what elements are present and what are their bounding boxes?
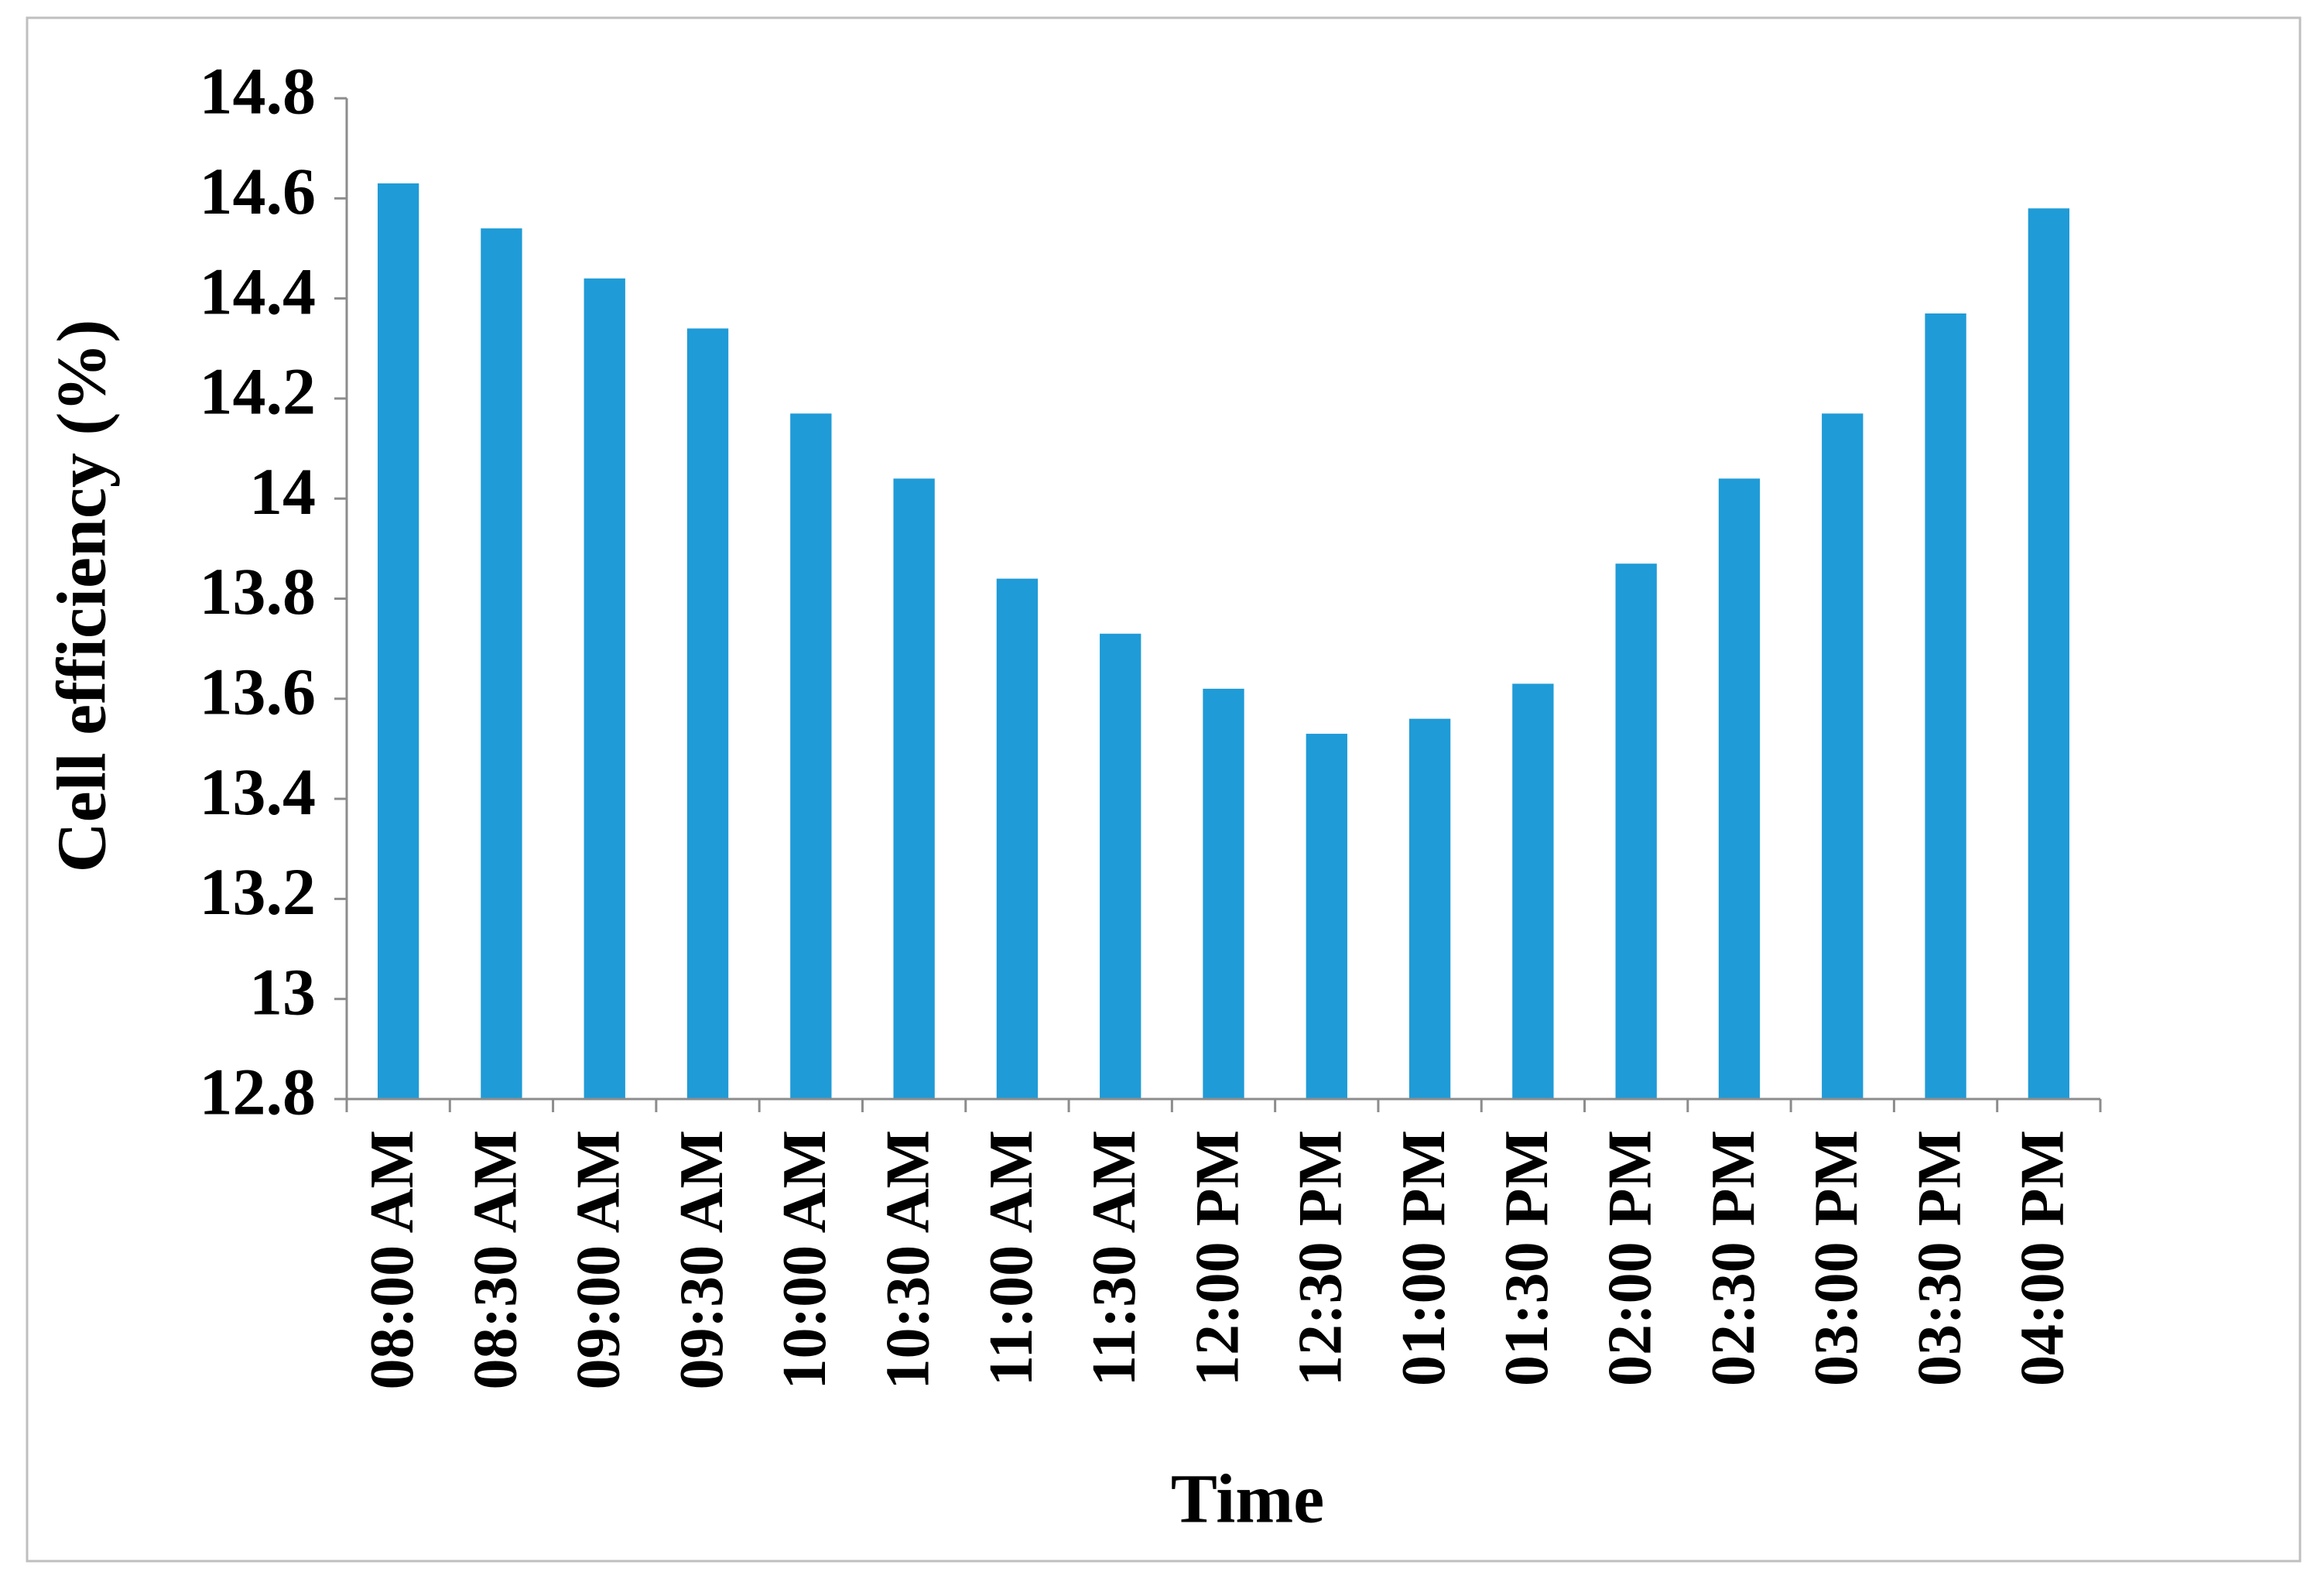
bar	[1408, 718, 1451, 1099]
bar	[996, 578, 1039, 1099]
x-tick-label: 03:00 PM	[1802, 1130, 1870, 1386]
bar	[1822, 413, 1864, 1099]
y-tick-label: 14.6	[200, 154, 317, 228]
bar	[686, 328, 729, 1099]
x-tick-label: 11:00 AM	[977, 1130, 1046, 1386]
bar	[377, 183, 419, 1099]
bar	[1203, 688, 1244, 1099]
bar	[2028, 208, 2070, 1100]
y-tick-label: 13.8	[200, 554, 317, 628]
bar	[1512, 683, 1554, 1099]
bar	[1306, 734, 1347, 1099]
bar	[1100, 633, 1141, 1099]
x-tick-label: 08:00 AM	[358, 1130, 426, 1390]
x-tick-label: 03:30 PM	[1905, 1130, 1973, 1386]
x-tick-label: 02:30 PM	[1699, 1130, 1768, 1386]
x-tick-label: 12:30 PM	[1287, 1130, 1355, 1386]
y-tick-label: 14.4	[200, 254, 317, 328]
x-tick-label: 01:00 PM	[1390, 1130, 1458, 1386]
x-tick-label: 10:00 AM	[771, 1130, 839, 1390]
y-tick-label: 13.4	[200, 755, 317, 829]
x-tick-label: 12:00 PM	[1183, 1130, 1251, 1386]
x-tick-label: 04:00 PM	[2009, 1130, 2077, 1386]
y-tick-label: 14	[249, 454, 316, 529]
bar	[790, 413, 832, 1099]
bar	[1615, 563, 1657, 1099]
bar	[584, 278, 625, 1099]
y-tick-label: 13.2	[200, 854, 317, 929]
x-tick-label: 10:30 AM	[874, 1130, 942, 1390]
bar	[481, 228, 522, 1100]
x-tick-label: 09:30 AM	[668, 1130, 736, 1390]
y-tick-label: 12.8	[200, 1055, 317, 1129]
y-tick-label: 13.6	[200, 655, 317, 729]
y-tick-label: 13	[249, 954, 316, 1029]
y-axis-title: Cell efficiency (%)	[44, 320, 121, 873]
y-tick-label: 14.8	[200, 54, 317, 128]
y-tick-label: 14.2	[200, 354, 317, 429]
x-axis-title: Time	[1171, 1461, 1324, 1538]
x-tick-label: 01:30 PM	[1493, 1130, 1561, 1386]
x-tick-label: 11:30 AM	[1080, 1130, 1148, 1386]
x-tick-label: 08:30 AM	[461, 1130, 529, 1390]
x-tick-label: 09:00 AM	[565, 1130, 633, 1390]
bar	[1718, 478, 1761, 1099]
bar	[1925, 313, 1966, 1099]
bar	[893, 478, 935, 1099]
x-tick-label: 02:00 PM	[1597, 1130, 1665, 1386]
